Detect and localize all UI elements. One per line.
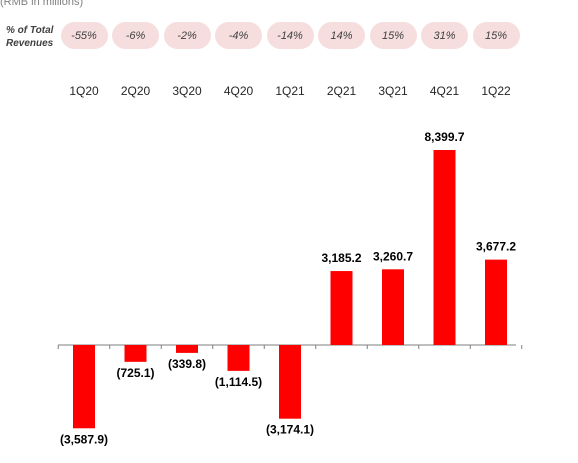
pct-pill: -55%	[60, 22, 108, 49]
bar	[433, 150, 456, 345]
quarter-label: 2Q20	[120, 84, 151, 98]
pct-pill: 31%	[421, 22, 468, 49]
bar	[330, 271, 353, 345]
bar	[73, 345, 95, 429]
quarter-label: 2Q21	[326, 84, 357, 98]
bar-value-label: (3,587.9)	[60, 432, 108, 446]
quarter-label: 1Q21	[275, 84, 305, 98]
bar	[176, 345, 198, 353]
quarter-label: 3Q20	[172, 84, 202, 98]
bar	[279, 345, 301, 419]
pct-pill: -4%	[215, 22, 262, 49]
pct-label-line2: Revenues	[6, 38, 54, 49]
unit-label: (RMB in millions)	[0, 0, 84, 8]
pct-of-revenues-label: % of Total Revenues	[6, 24, 66, 50]
pct-label-line1: % of Total	[6, 25, 54, 36]
bar	[227, 345, 250, 371]
quarter-label: 4Q21	[429, 84, 460, 98]
pct-pill: -2%	[163, 22, 211, 49]
bar	[485, 259, 507, 345]
bar	[124, 345, 147, 362]
pct-pill: 15%	[369, 22, 417, 49]
quarter-label: 3Q21	[378, 84, 408, 98]
pct-pill: -14%	[266, 22, 314, 49]
quarter-label: 1Q22	[481, 84, 511, 98]
pct-pill: 15%	[472, 22, 520, 49]
bar-value-label: 3,185.2	[321, 251, 361, 265]
pct-pill: -6%	[112, 22, 159, 49]
bar-value-label: (1,114.5)	[215, 375, 262, 389]
bar-value-label: 3,677.2	[476, 240, 516, 254]
bar-value-label: (725.1)	[116, 366, 154, 380]
quarter-label: 4Q20	[223, 84, 254, 98]
bar-value-label: (339.8)	[168, 357, 206, 371]
quarter-label: 1Q20	[69, 84, 99, 98]
bar	[382, 269, 404, 345]
bar-value-label: 8,399.7	[424, 130, 464, 144]
bar-value-label: 3,260.7	[373, 249, 413, 263]
pct-pill: 14%	[318, 22, 365, 49]
bar-value-label: (3,174.1)	[266, 423, 314, 437]
